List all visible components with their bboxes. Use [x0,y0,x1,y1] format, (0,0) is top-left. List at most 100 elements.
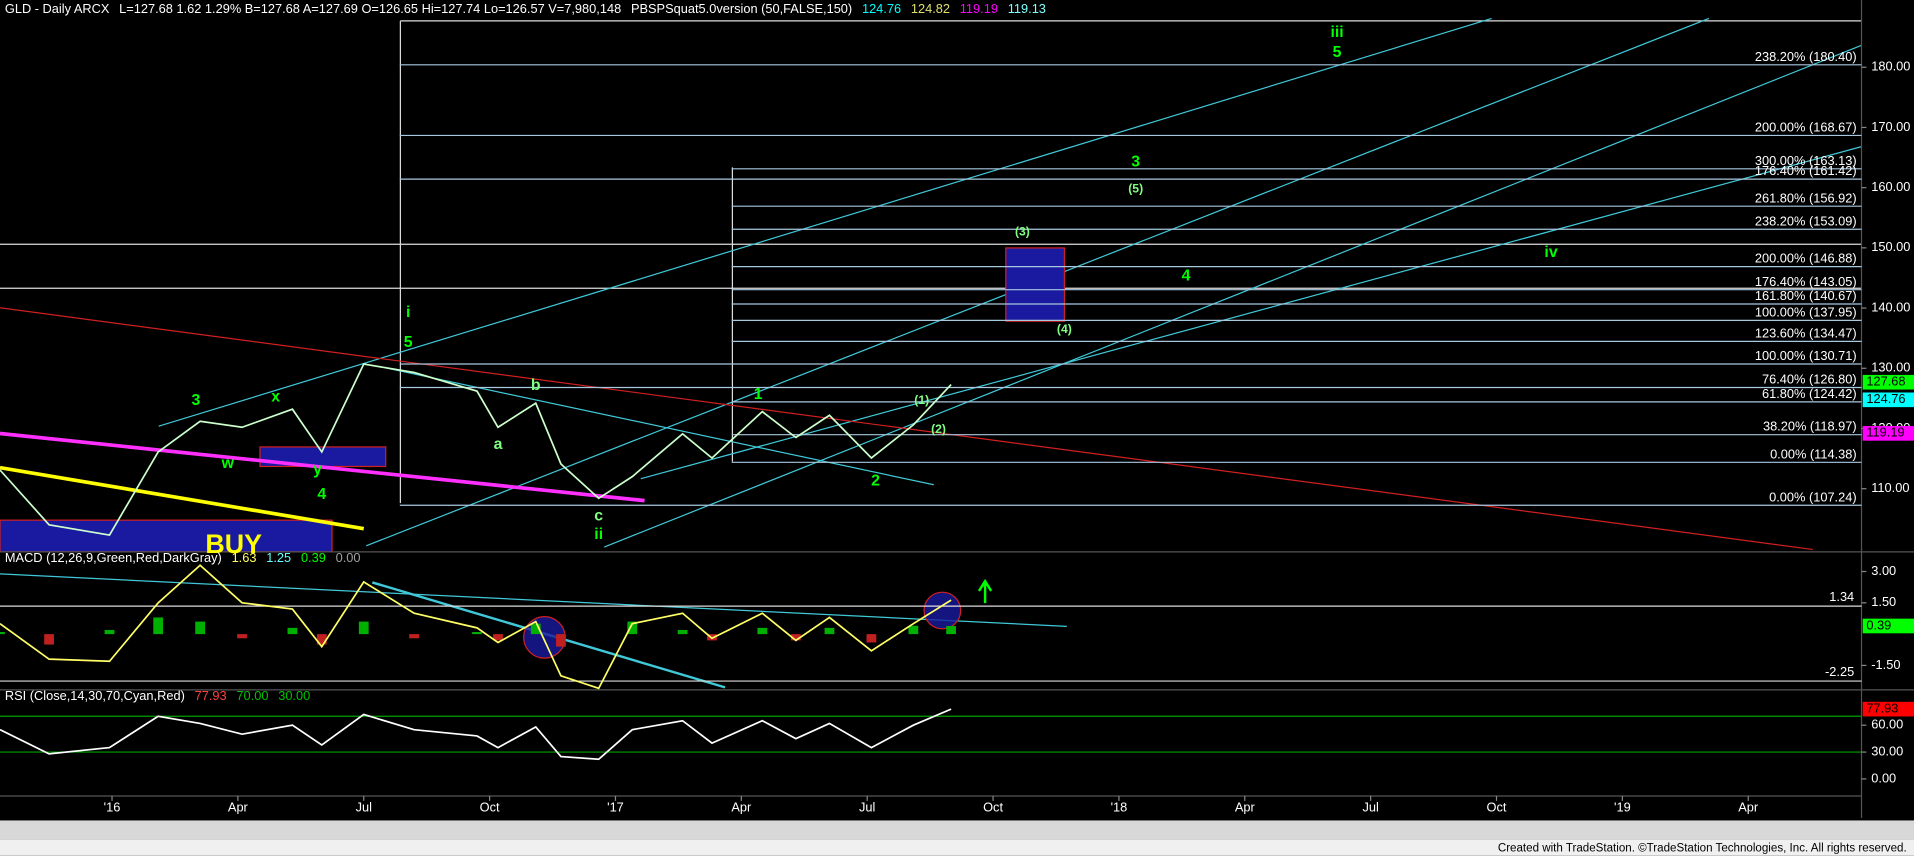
last-value-box [1862,374,1914,390]
channel-line [640,146,1862,480]
level-label: -2.25 [1825,664,1854,679]
trend-line [0,307,1813,551]
x-tick-label: '18 [1111,800,1128,815]
fib-label: 0.00% (114.38) [1770,446,1857,461]
arrow [977,578,993,604]
x-tick-label: '16 [104,800,121,815]
fib-label: 100.00% (137.95) [1755,304,1857,319]
legend-row: GLD - Daily ARCX L=127.68 1.62 1.29% B=12… [5,1,1046,16]
wave-label: BUY [205,529,262,559]
wave-label: c [594,508,603,525]
wave-label: 4 [1182,267,1191,284]
macd-trend [0,573,1067,627]
wave-label: b [531,377,541,394]
fib-label: 238.20% (153.09) [1755,213,1857,228]
legend-text: 77.93 [195,689,227,704]
wave-label: w [221,455,235,472]
fib-label: 261.80% (156.92) [1755,190,1857,205]
wave-label: iii [1330,24,1343,41]
trend-line [0,465,365,531]
wave-label: ii [594,526,603,543]
y-tick-label: 160.00 [1871,179,1910,194]
fib-label: 176.40% (143.05) [1755,274,1857,289]
wave-label: i [406,304,410,321]
channel-line [604,44,1862,548]
last-value-label: 77.93 [1866,701,1898,716]
last-value-label: 124.76 [1866,391,1905,406]
y-tick-label: 140.00 [1871,299,1910,314]
histogram-bar [493,634,503,641]
target-box [1005,247,1066,322]
histogram-bar [556,634,566,647]
histogram-bar [677,629,688,635]
last-value-box [1862,618,1914,634]
last-value-box [1862,701,1914,717]
legend-row: MACD (12,26,9,Green,Red,DarkGray) 1.63 1.2… [5,551,361,566]
legend-text: L=127.68 1.62 1.29% B=127.68 A=127.69 O=… [119,1,621,16]
x-tick-label: Apr [731,800,752,815]
histogram-bar [153,617,164,635]
x-tick-label: '17 [607,800,624,815]
histogram-bar [472,632,482,635]
footer: Created with TradeStation. ©TradeStation… [1498,843,1907,855]
x-tick-label: Oct [1487,800,1507,815]
legend-text: 124.82 [911,1,950,16]
x-tick-label: Jul [859,800,875,815]
series-line [0,708,952,761]
level-label: 1.34 [1829,589,1854,604]
histogram-bar [824,627,835,635]
x-tick-label: '19 [1614,800,1631,815]
histogram-bar [757,627,768,635]
legend-text: PBSPSquat5.0version (50,FALSE,150) [631,1,852,16]
legend-text: 70.00 [236,689,268,704]
y-tick-label: 3.00 [1871,563,1896,578]
x-tick-label: Jul [1362,800,1378,815]
fib-label: 300.00% (163.13) [1755,153,1857,168]
x-tick-label: Oct [983,800,1003,815]
last-value-box [1862,426,1914,441]
legend-text: 1.63 [232,551,257,566]
legend-text: 119.19 [960,1,998,16]
legend-text: RSI (Close,14,30,70,Cyan,Red) [5,689,185,704]
wave-label: (5) [1128,182,1143,196]
legend-text: 1.25 [266,551,291,566]
legend-text: 0.39 [301,551,326,566]
fib-label: 123.60% (134.47) [1755,325,1857,340]
legend-text: 0.00 [336,551,361,566]
fib-label: 100.00% (130.71) [1755,348,1857,363]
histogram-bar [946,625,956,635]
histogram-bar [866,634,877,643]
wave-label: 4 [317,486,326,503]
wave-label: 5 [1333,44,1342,61]
wave-label: 5 [404,334,413,351]
wave-label: 1 [754,386,763,403]
wave-label: 2 [871,473,880,490]
series-line [0,564,952,690]
fib-label: 200.00% (168.67) [1755,120,1857,135]
fib-label: 38.20% (118.97) [1763,419,1857,434]
target-box [0,519,333,553]
x-tick-label: Oct [480,800,500,815]
y-tick-label: 130.00 [1871,360,1910,375]
fib-label: 200.00% (146.88) [1755,251,1857,266]
histogram-bar [44,634,54,645]
x-tick-label: Apr [228,800,249,815]
y-tick-label: 150.00 [1871,239,1910,254]
histogram-bar [790,634,801,641]
legend-text: 119.13 [1008,1,1046,16]
x-tick-label: Jul [356,800,372,815]
scrollbar[interactable] [0,820,1914,840]
fib-label: 76.40% (126.80) [1762,372,1857,387]
legend-row: RSI (Close,14,30,70,Cyan,Red) 77.93 70.00 3… [5,689,310,704]
last-value-label: 119.19 [1866,425,1904,440]
legend-text: 30.00 [278,689,310,704]
last-value-box [1862,392,1914,408]
y-tick-label: 0.00 [1871,770,1896,785]
legend-text: 124.76 [862,1,901,16]
fib-label: 0.00% (107.24) [1769,489,1857,504]
wave-label: iv [1544,244,1557,261]
histogram-bar [409,634,419,639]
histogram-bar [287,627,298,635]
